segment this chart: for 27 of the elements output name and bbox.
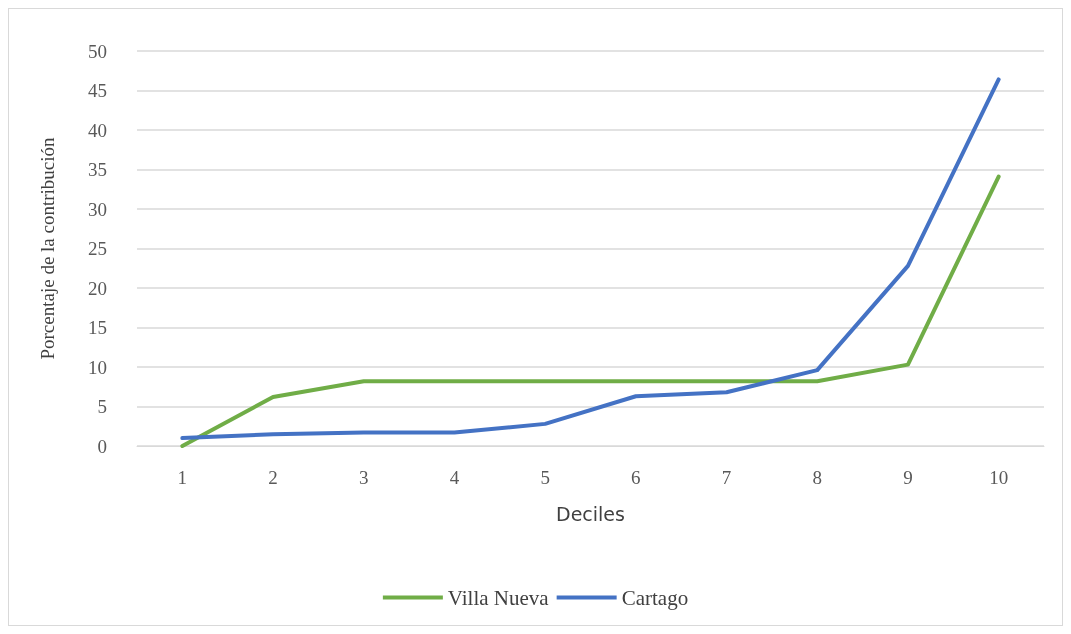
y-tick-label: 30 [88, 198, 107, 220]
x-tick-label: 1 [177, 467, 188, 488]
y-tick-label: 20 [88, 277, 107, 299]
x-tick-label: 10 [989, 467, 1009, 488]
legend-label: Cartago [621, 585, 689, 610]
line-series [180, 174, 1001, 448]
legend-label: Villa Nueva [447, 585, 550, 610]
x-tick-label: 7 [721, 467, 732, 488]
y-tick-label: 35 [88, 159, 107, 180]
y-tick-label: 40 [88, 119, 107, 141]
x-tick-label: 3 [359, 467, 369, 488]
x-tick-label: 4 [449, 467, 460, 488]
x-tick-label: 9 [903, 467, 913, 488]
y-tick-label: 10 [88, 356, 107, 378]
y-tick-label: 45 [88, 80, 107, 101]
x-axis-title: Deciles [556, 502, 625, 525]
y-axis-title: Porcentaje de la contribución [37, 136, 58, 360]
y-tick-label: 50 [88, 40, 107, 62]
y-tick-label: 0 [97, 435, 107, 457]
x-tick-label: 6 [631, 467, 641, 488]
y-tick-label: 25 [88, 238, 107, 259]
x-tick-label: 8 [812, 467, 822, 488]
y-tick-label: 5 [97, 396, 107, 417]
line-series [180, 77, 1001, 441]
x-tick-label: 2 [268, 467, 278, 488]
x-tick-label: 5 [540, 467, 550, 488]
y-tick-label: 15 [88, 317, 107, 338]
